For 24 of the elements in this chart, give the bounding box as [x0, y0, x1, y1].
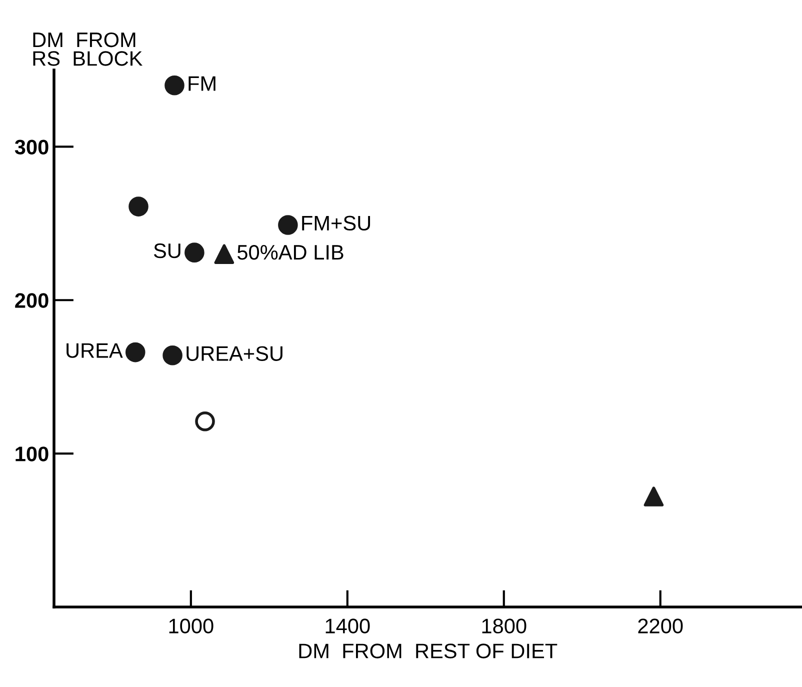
- annotation: UREA: [66, 343, 123, 358]
- point: [184, 242, 204, 262]
- y-axis-title: DM FROM RS BLOCK: [33, 32, 142, 66]
- annotation: FM: [188, 76, 216, 91]
- annotation: SU: [154, 243, 180, 258]
- y-tick-label: 300: [14, 140, 48, 154]
- annotation: UREA+SU: [186, 346, 282, 361]
- point: [278, 215, 298, 235]
- x-axis-title: DM FROM REST OF DIET: [299, 644, 558, 658]
- x-tick-label: 1800: [482, 618, 526, 634]
- x-tick-label: 1400: [326, 618, 370, 634]
- y-tick-label: 200: [15, 293, 48, 308]
- point: [644, 486, 664, 506]
- point: [162, 345, 182, 366]
- y-tick-label: 100: [16, 446, 48, 462]
- x-tick-label: 1000: [169, 618, 214, 634]
- annotation: FM+SU: [302, 216, 370, 231]
- x-tick-label: 2200: [638, 618, 683, 634]
- point: [214, 244, 234, 264]
- point: [128, 196, 148, 216]
- annotation: 50%AD LIB: [238, 244, 344, 260]
- point: [125, 342, 146, 362]
- point: [195, 411, 215, 432]
- point: [164, 75, 184, 96]
